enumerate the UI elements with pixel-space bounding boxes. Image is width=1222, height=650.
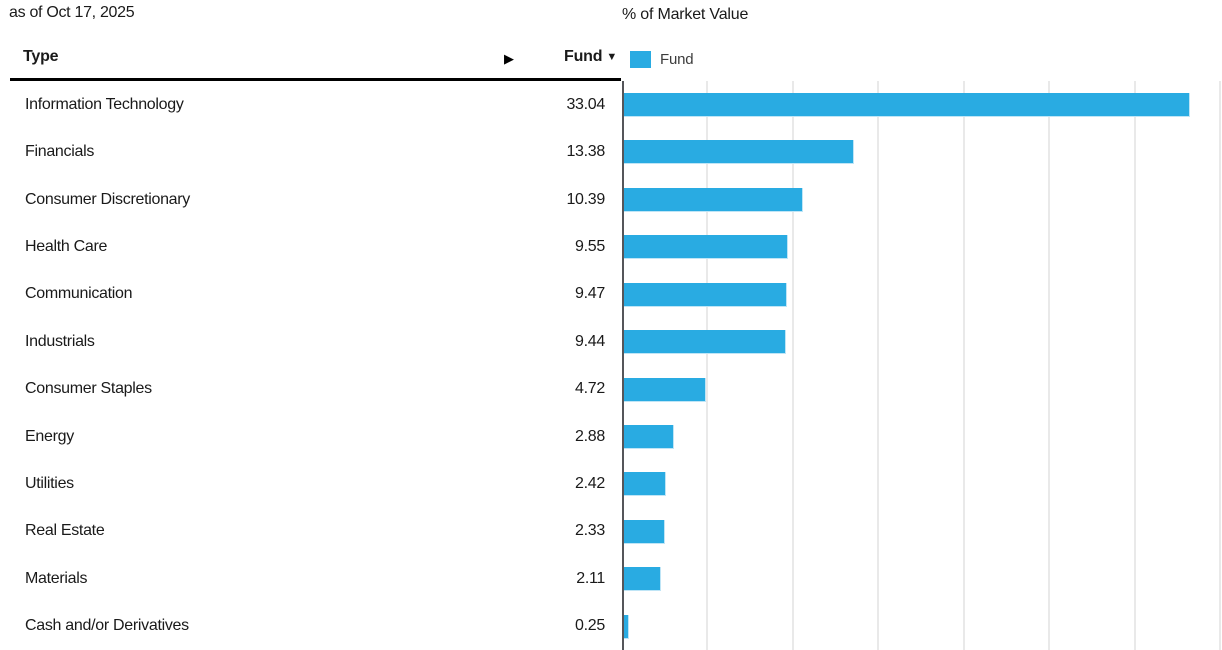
- sector-value: 9.55: [575, 237, 605, 255]
- fund-bar: [624, 282, 787, 307]
- sector-value: 9.44: [575, 332, 605, 350]
- bar-row: [624, 413, 1222, 460]
- table-row: Consumer Staples 4.72: [0, 365, 622, 412]
- table-row: Utilities 2.42: [0, 460, 622, 507]
- gridline: [962, 81, 965, 650]
- gridline: [1133, 81, 1136, 650]
- bar-row: [624, 460, 1222, 507]
- sector-value: 2.88: [575, 427, 605, 445]
- bar-row: [624, 128, 1222, 175]
- chart-legend: Fund: [630, 51, 694, 68]
- fund-legend-label: Fund: [660, 51, 694, 68]
- type-column-header[interactable]: Type: [23, 48, 59, 65]
- bar-row: [624, 223, 1222, 270]
- as-of-date: as of Oct 17, 2025: [9, 4, 135, 21]
- scroll-right-icon[interactable]: ▶: [504, 51, 514, 66]
- fund-bar: [624, 567, 662, 592]
- sector-rows: Information Technology 33.04 Financials 13.…: [0, 81, 622, 650]
- sector-value: 2.33: [575, 522, 605, 540]
- fund-bar: [624, 93, 1190, 117]
- fund-bar: [624, 187, 803, 212]
- sort-descending-icon: ▼: [606, 51, 617, 63]
- sector-label: Materials: [25, 569, 88, 587]
- sector-label: Utilities: [25, 474, 74, 492]
- sector-label: Energy: [25, 427, 74, 445]
- bar-row: [624, 603, 1222, 650]
- sector-value: 2.42: [575, 474, 605, 492]
- fund-legend-swatch: [630, 51, 651, 68]
- sector-value: 10.39: [566, 190, 605, 208]
- sector-table-panel: as of Oct 17, 2025 Type ▶ Fund ▼ Informat…: [0, 4, 622, 650]
- bar-row: [624, 508, 1222, 555]
- sector-label: Information Technology: [25, 95, 184, 113]
- fund-bar: [624, 330, 787, 355]
- table-row: Health Care 9.55: [0, 223, 622, 270]
- sector-label: Health Care: [25, 237, 108, 255]
- bar-row: [624, 366, 1222, 413]
- fund-bar: [624, 519, 665, 544]
- gridline: [1048, 81, 1051, 650]
- fund-bar: [624, 472, 667, 497]
- table-row: Real Estate 2.33: [0, 508, 622, 555]
- y-axis-line: [622, 81, 624, 650]
- bar-row: [624, 318, 1222, 365]
- table-row: Energy 2.88: [0, 413, 622, 460]
- table-row: Cash and/or Derivatives 0.25: [0, 602, 622, 649]
- table-row: Consumer Discretionary 10.39: [0, 176, 622, 223]
- gridline: [1219, 81, 1222, 650]
- bar-row: [624, 555, 1222, 602]
- fund-bar: [624, 424, 675, 449]
- fund-bar: [624, 140, 854, 165]
- sector-label: Consumer Discretionary: [25, 190, 191, 208]
- sector-value: 2.11: [576, 569, 605, 587]
- sector-label: Industrials: [25, 332, 95, 350]
- gridline: [706, 81, 709, 650]
- sector-label: Real Estate: [25, 522, 105, 540]
- table-row: Industrials 9.44: [0, 318, 622, 365]
- table-row: Communication 9.47: [0, 271, 622, 318]
- bar-row: [624, 176, 1222, 223]
- bar-chart-panel: % of Market Value Fund: [622, 0, 1222, 650]
- fund-bar: [624, 235, 789, 260]
- table-row: Information Technology 33.04: [0, 81, 622, 128]
- fund-bar: [624, 377, 706, 402]
- sector-label: Cash and/or Derivatives: [25, 617, 189, 635]
- sector-label: Consumer Staples: [25, 380, 152, 398]
- sector-label: Communication: [25, 285, 133, 303]
- gridline: [877, 81, 880, 650]
- sector-value: 4.72: [575, 380, 605, 398]
- fund-column-label: Fund: [564, 48, 603, 65]
- fund-column-header[interactable]: Fund ▼: [564, 48, 617, 66]
- bar-row: [624, 271, 1222, 318]
- table-header-row: Type ▶ Fund ▼: [0, 42, 622, 66]
- table-row: Materials 2.11: [0, 555, 622, 602]
- chart-title: % of Market Value: [622, 6, 749, 23]
- bar-row: [624, 81, 1222, 128]
- sector-value: 33.04: [566, 95, 605, 113]
- bar-chart-plot: [622, 81, 1222, 650]
- table-row: Financials 13.38: [0, 128, 622, 175]
- sector-label: Financials: [25, 143, 95, 161]
- sector-value: 0.25: [575, 617, 605, 635]
- sector-value: 13.38: [566, 143, 605, 161]
- header-divider: [10, 78, 621, 81]
- sector-value: 9.47: [575, 285, 605, 303]
- fund-bar: [624, 614, 630, 639]
- gridline: [791, 81, 794, 650]
